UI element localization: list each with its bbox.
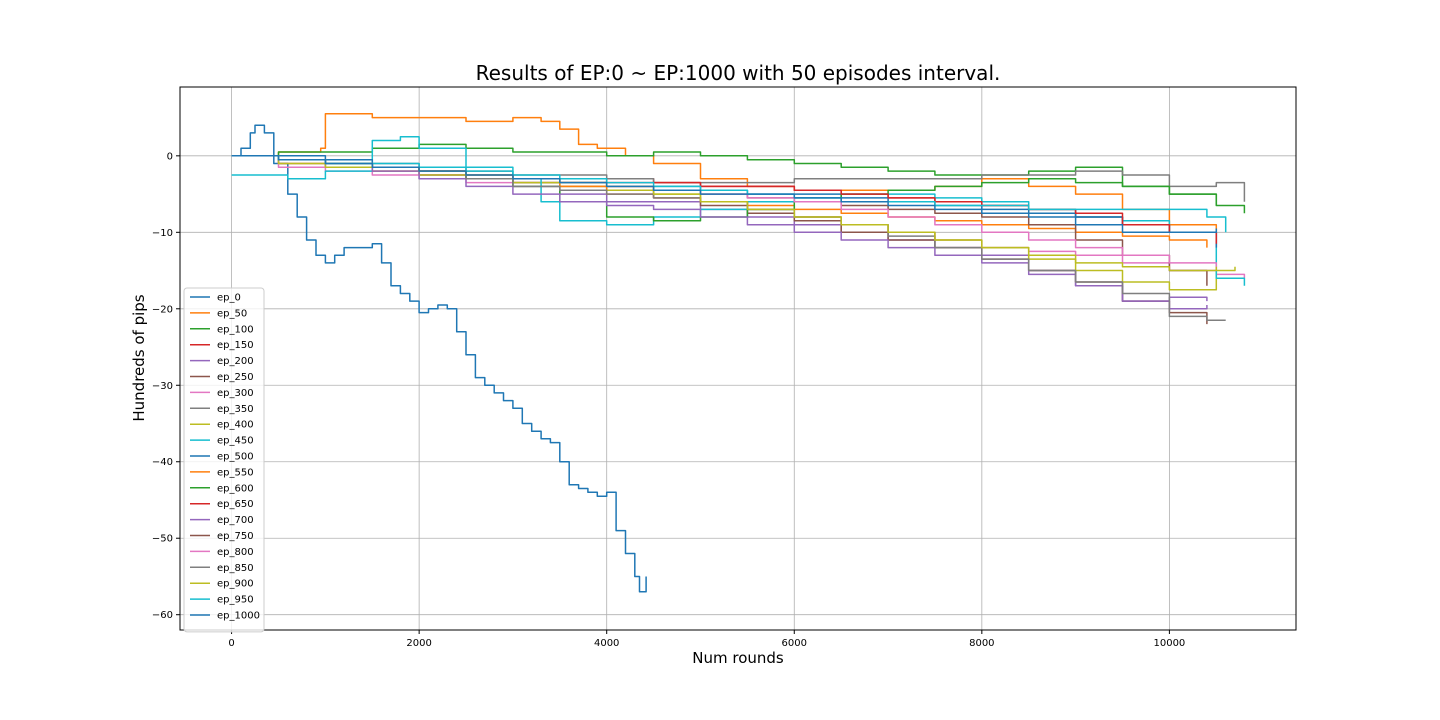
legend-entry-label: ep_600 [217, 483, 254, 494]
legend-entry-label: ep_250 [217, 372, 254, 383]
series-line-ep-0 [231, 124, 647, 593]
y-axis-label: Hundreds of pips [130, 294, 148, 421]
x-tick-label: 6000 [782, 638, 807, 649]
x-tick-label: 8000 [969, 638, 994, 649]
x-axis-label: Num rounds [692, 649, 784, 667]
x-tick-label: 10000 [1153, 638, 1185, 649]
y-tick-label: −20 [152, 304, 173, 315]
legend: ep_0 ep_50 ep_100 ep_150 ep_200 ep_250 ep_300e… [183, 287, 265, 633]
y-tick-label: −30 [152, 381, 173, 392]
x-tick-label: 4000 [594, 638, 619, 649]
legend-entry-label: ep_850 [217, 563, 254, 574]
x-tick-label: 2000 [406, 638, 431, 649]
legend-entry-label: ep_50 [217, 308, 247, 319]
y-tick-label: −60 [152, 610, 173, 621]
legend-entry-label: ep_200 [217, 356, 254, 367]
legend-entry-label: ep_450 [217, 436, 254, 447]
series-line-ep-1000 [231, 155, 1218, 234]
y-tick-label: −50 [152, 534, 173, 545]
legend-entry-label: ep_800 [217, 547, 254, 558]
legend-entry-label: ep_400 [217, 420, 254, 431]
legend-entry-label: ep_550 [217, 467, 254, 478]
legend-entry-label: ep_350 [217, 404, 254, 415]
y-tick-label: −40 [152, 457, 173, 468]
series-lines [231, 113, 1246, 593]
chart-title: Results of EP:0 ~ EP:1000 with 50 episod… [476, 61, 1001, 85]
legend-entry-label: ep_500 [217, 452, 254, 463]
y-tick-label: −10 [152, 228, 173, 239]
legend-entry-label: ep_650 [217, 499, 254, 510]
y-tick-label: 0 [167, 151, 173, 162]
legend-entry-label: ep_1000 [217, 611, 260, 622]
y-axis-ticks: 0 −10 −20 −30 −40 −50 −60 [152, 151, 180, 621]
x-tick-label: 0 [228, 638, 234, 649]
legend-entry-label: ep_900 [217, 579, 254, 590]
legend-entry-label: ep_100 [217, 324, 254, 335]
legend-entry-label: ep_750 [217, 531, 254, 542]
legend-entry-label: ep_700 [217, 515, 254, 526]
legend-entry-label: ep_300 [217, 388, 254, 399]
legend-entry-label: ep_150 [217, 340, 254, 351]
legend-frame [183, 287, 265, 633]
legend-entry-label: ep_950 [217, 595, 254, 606]
legend-entry-label: ep_0 [217, 293, 241, 304]
plot-area-frame [179, 86, 1297, 631]
